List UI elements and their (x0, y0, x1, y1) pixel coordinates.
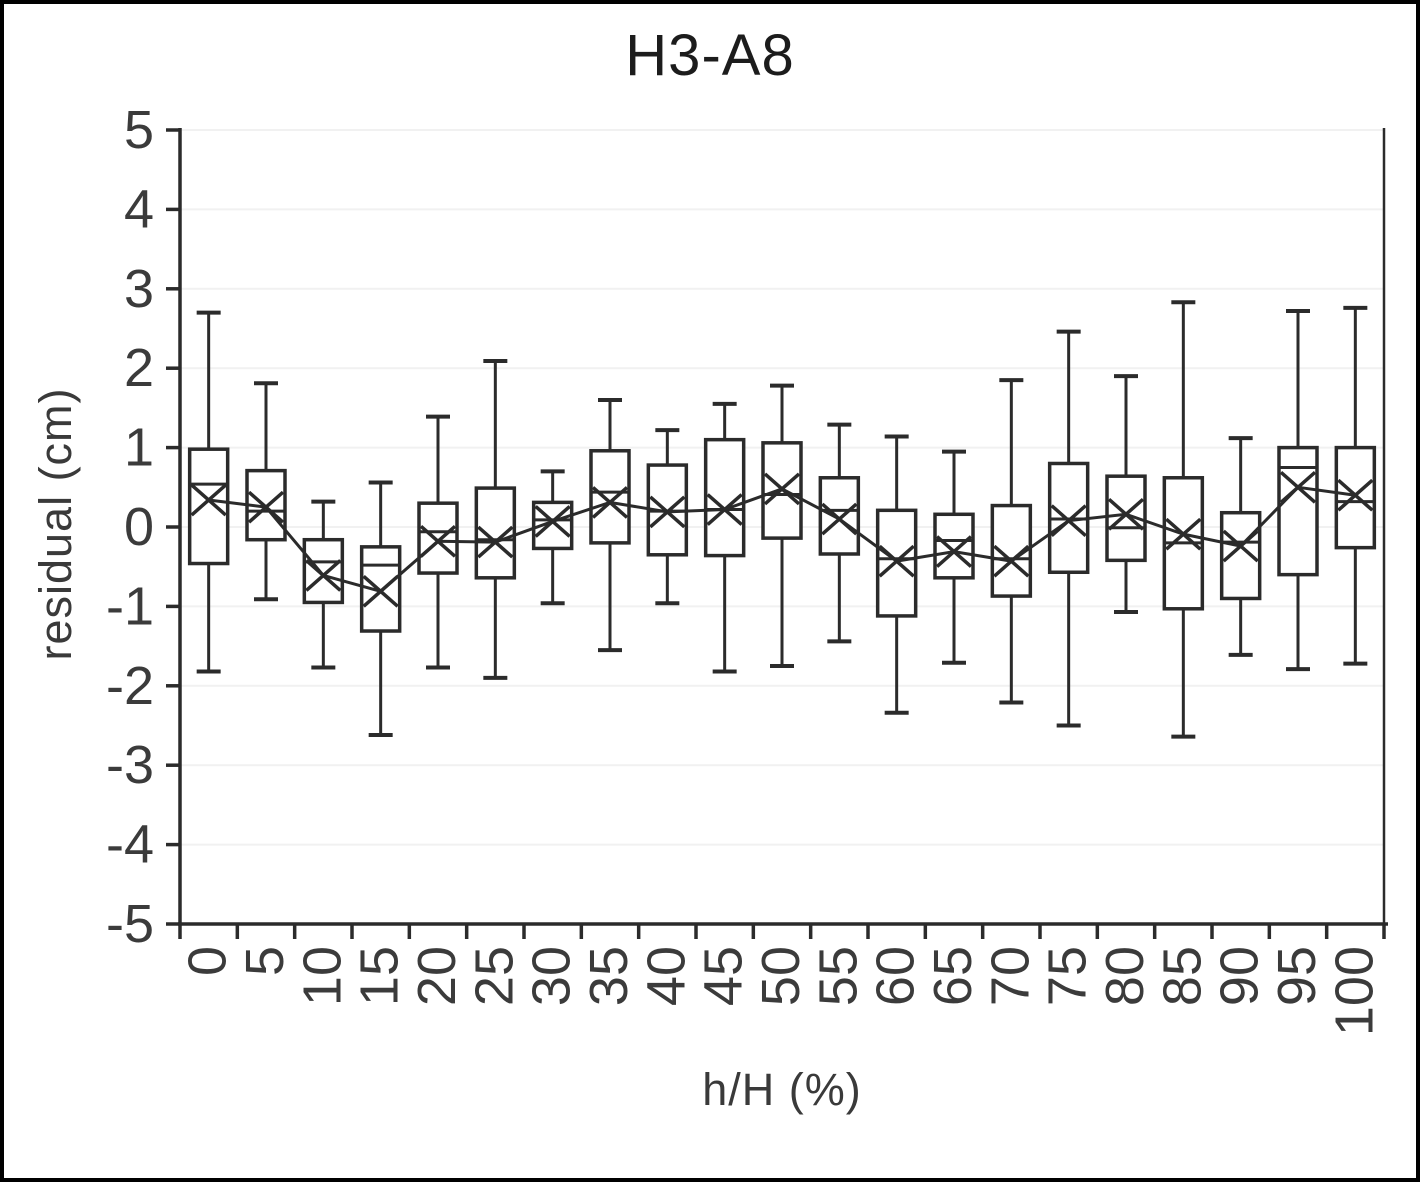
box-85 (1162, 476, 1205, 611)
x-tick-label: 75 (1038, 946, 1098, 1006)
box-75 (1047, 461, 1090, 575)
mean-marker-35 (591, 486, 629, 519)
mean-marker-15 (362, 575, 399, 608)
mean-marker-40 (649, 495, 686, 529)
mean-marker-30 (534, 505, 571, 538)
x-tick-label: 35 (579, 946, 639, 1006)
mean-marker-25 (477, 525, 514, 559)
x-tick-label: 70 (980, 946, 1040, 1006)
mean-marker-80 (1107, 497, 1145, 531)
y-axis-title: residual (cm) (30, 387, 81, 661)
y-tick-label: 5 (124, 100, 154, 160)
x-tick-label: 50 (751, 946, 811, 1006)
mean-marker-85 (1165, 517, 1202, 551)
x-tick-label: 100 (1324, 946, 1384, 1036)
y-tick-label: 4 (124, 179, 154, 239)
box-65 (933, 512, 975, 580)
x-tick-label: 5 (235, 946, 295, 976)
mean-marker-10 (305, 559, 342, 592)
boxplot-canvas: 543210-1-2-3-4-5051015202530354045505560… (106, 100, 1388, 1036)
y-tick-label: 3 (124, 259, 154, 319)
x-tick-label: 55 (808, 946, 868, 1006)
box-0 (187, 447, 230, 566)
mean-marker-60 (878, 544, 915, 578)
x-axis-title: h/H (%) (702, 1064, 862, 1115)
y-tick-label: -2 (106, 656, 154, 716)
x-tick-label: 80 (1095, 946, 1155, 1006)
y-tick-label: -3 (106, 735, 154, 795)
box-25 (474, 486, 517, 580)
chart-title: H3-A8 (625, 23, 795, 88)
box-10 (302, 537, 345, 605)
box-95 (1277, 445, 1319, 577)
x-tick-label: 65 (923, 946, 983, 1006)
mean-marker-70 (993, 544, 1030, 578)
x-tick-label: 10 (292, 946, 352, 1006)
x-tick-label: 25 (464, 946, 524, 1006)
y-tick-label: 0 (124, 497, 154, 557)
mean-marker-5 (247, 490, 285, 524)
box-55 (818, 476, 861, 556)
box-20 (417, 501, 459, 575)
x-tick-label: 95 (1267, 946, 1327, 1006)
x-tick-label: 45 (694, 946, 754, 1006)
mean-marker-50 (763, 472, 801, 506)
mean-marker-45 (706, 493, 743, 526)
x-tick-label: 85 (1152, 946, 1212, 1006)
x-tick-label: 15 (350, 946, 410, 1006)
y-tick-label: 1 (124, 418, 154, 478)
mean-marker-75 (1050, 504, 1087, 537)
x-tick-label: 20 (407, 946, 467, 1006)
mean-marker-55 (821, 502, 858, 536)
y-tick-label: -1 (106, 576, 154, 636)
y-tick-label: 2 (124, 338, 154, 398)
mean-marker-65 (935, 535, 973, 568)
x-tick-label: 30 (522, 946, 582, 1006)
mean-marker-0 (190, 483, 227, 517)
x-tick-label: 90 (1210, 946, 1270, 1006)
x-tick-label: 0 (178, 946, 238, 976)
mean-marker-20 (419, 524, 457, 558)
mean-marker-90 (1222, 529, 1259, 563)
y-tick-label: -5 (106, 894, 154, 954)
mean-marker-100 (1337, 478, 1374, 512)
y-tick-label: -4 (106, 815, 154, 875)
box-100 (1334, 445, 1377, 550)
mean-marker-95 (1279, 470, 1317, 504)
x-tick-label: 40 (636, 946, 696, 1006)
box-35 (589, 449, 631, 545)
x-tick-label: 60 (866, 946, 926, 1006)
